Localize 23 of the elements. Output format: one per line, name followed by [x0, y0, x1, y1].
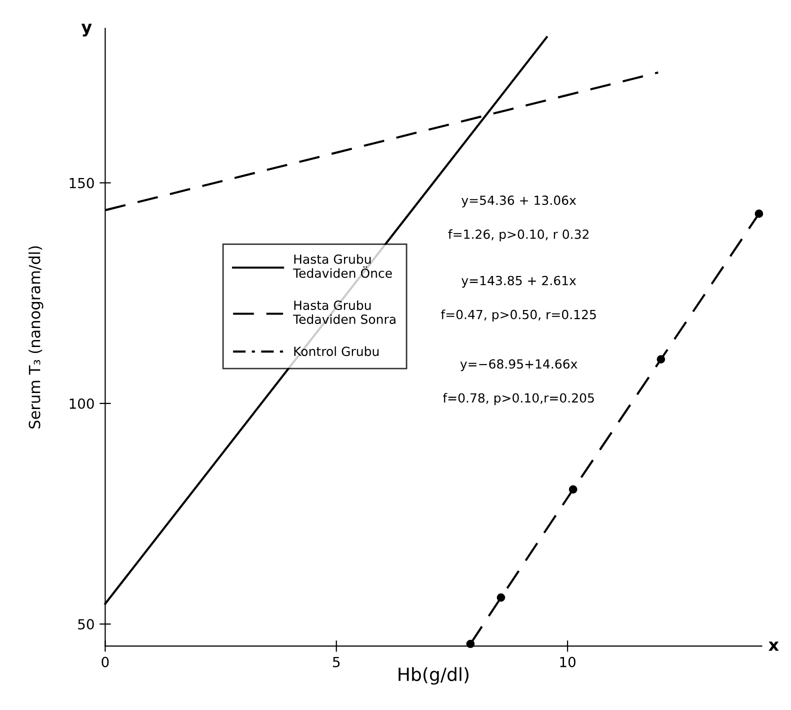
y-tick-label: 50	[78, 619, 94, 630]
annotation: y=54.36 + 13.06x	[462, 196, 576, 208]
legend-label: Kontrol Grubu	[294, 346, 379, 356]
legend-label: Hasta Grubu Tedaviden Önce	[293, 254, 392, 278]
annotation: f=0.47, p>0.50, r=0.125	[440, 310, 596, 322]
point	[496, 593, 506, 602]
annotation: y=−68.95+14.66x	[460, 359, 578, 372]
x-tick-label: 0	[102, 656, 109, 668]
legend-label: Hasta Grubu Tedaviden Sonra	[293, 300, 396, 324]
text: x	[768, 642, 779, 651]
point	[656, 355, 666, 364]
y-tick-label: 100	[70, 398, 94, 409]
y-tick-label: 150	[70, 178, 94, 188]
y-axis-title: Serum T₃ (nanogram/dl)	[28, 246, 44, 428]
text: y	[81, 24, 92, 36]
x-tick-label: 5	[333, 656, 340, 668]
x-axis-title: Hb(g/dl)	[398, 667, 468, 685]
point	[754, 210, 764, 218]
point	[568, 485, 578, 494]
annotation: f=0.78, p>0.10,r=0.205	[442, 392, 594, 406]
annotation: f=1.26, p>0.10, r 0.32	[448, 229, 588, 242]
annotation: y=143.85 + 2.61x	[462, 276, 576, 288]
x-tick-label: 10	[560, 656, 576, 668]
